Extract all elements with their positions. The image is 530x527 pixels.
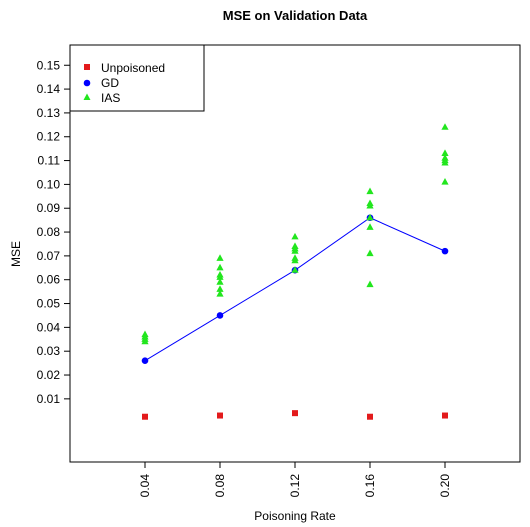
y-tick-label: 0.08	[37, 225, 61, 239]
y-tick-label: 0.12	[37, 130, 61, 144]
y-tick-label: 0.14	[37, 82, 61, 96]
y-tick-label: 0.05	[37, 297, 61, 311]
y-tick-label: 0.13	[37, 106, 61, 120]
point-ias	[216, 290, 224, 297]
y-tick-label: 0.03	[37, 344, 61, 358]
point-unpoisoned	[292, 410, 298, 417]
chart-title: MSE on Validation Data	[223, 8, 368, 23]
point-ias	[216, 270, 224, 278]
point-unpoisoned	[367, 413, 373, 420]
point-ias	[216, 285, 224, 292]
point-ias	[441, 123, 449, 130]
point-unpoisoned	[217, 412, 223, 419]
y-tick-label: 0.07	[37, 249, 61, 263]
point-ias	[366, 187, 374, 195]
y-axis: 0.01 0.02 0.03 0.04 0.05 0.06 0.07 0.08 0.09 0.10…	[37, 58, 70, 406]
point-ias	[291, 254, 299, 261]
point-unpoisoned	[142, 413, 148, 420]
y-axis-label: MSE	[9, 241, 23, 267]
legend-marker-ias	[83, 93, 91, 100]
x-tick-label: 0.16	[363, 474, 377, 498]
legend-marker-unpoisoned	[84, 64, 90, 70]
x-axis-label: Poisoning Rate	[254, 509, 336, 523]
point-ias	[366, 223, 374, 230]
legend-box	[69, 44, 205, 112]
point-ias	[366, 199, 374, 207]
y-tick-label: 0.02	[37, 368, 61, 382]
legend-label-ias: IAS	[101, 91, 120, 105]
point-ias	[216, 254, 224, 261]
point-ias	[141, 330, 149, 338]
point-gd	[141, 357, 149, 365]
point-ias	[216, 278, 224, 285]
point-ias	[441, 149, 449, 157]
x-tick-label: 0.08	[213, 474, 227, 498]
point-unpoisoned	[442, 412, 448, 419]
point-ias	[441, 178, 449, 185]
y-tick-label: 0.15	[37, 58, 61, 72]
point-gd	[441, 247, 449, 255]
legend: Unpoisoned GD IAS	[69, 44, 205, 112]
legend-marker-gd	[83, 79, 91, 87]
point-ias	[216, 263, 224, 271]
y-tick-label: 0.04	[37, 320, 61, 334]
legend-label-gd: GD	[101, 76, 119, 90]
point-ias	[441, 154, 449, 161]
y-tick-label: 0.01	[37, 392, 61, 406]
point-ias	[366, 280, 374, 288]
point-gd	[216, 312, 224, 319]
point-ias	[366, 213, 374, 221]
x-tick-label: 0.20	[438, 474, 452, 498]
y-tick-label: 0.11	[38, 154, 61, 168]
legend-label-unpoisoned: Unpoisoned	[101, 61, 165, 75]
x-tick-label: 0.12	[288, 474, 302, 498]
y-tick-label: 0.10	[37, 177, 61, 191]
point-ias	[291, 232, 299, 240]
y-tick-label: 0.06	[37, 273, 61, 287]
x-tick-label: 0.04	[138, 474, 152, 498]
y-tick-label: 0.09	[37, 201, 61, 215]
point-ias	[366, 249, 374, 257]
x-axis: 0.04 0.08 0.12 0.16 0.20	[138, 462, 452, 497]
point-ias	[291, 242, 299, 249]
series-layer	[141, 123, 449, 420]
point-ias	[291, 266, 299, 273]
